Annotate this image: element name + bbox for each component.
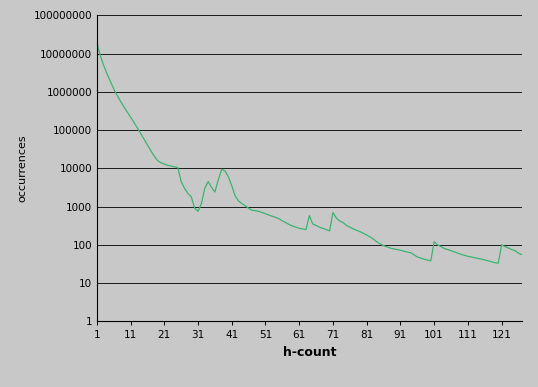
Y-axis label: occurrences: occurrences bbox=[18, 135, 28, 202]
X-axis label: h-count: h-count bbox=[282, 346, 336, 359]
